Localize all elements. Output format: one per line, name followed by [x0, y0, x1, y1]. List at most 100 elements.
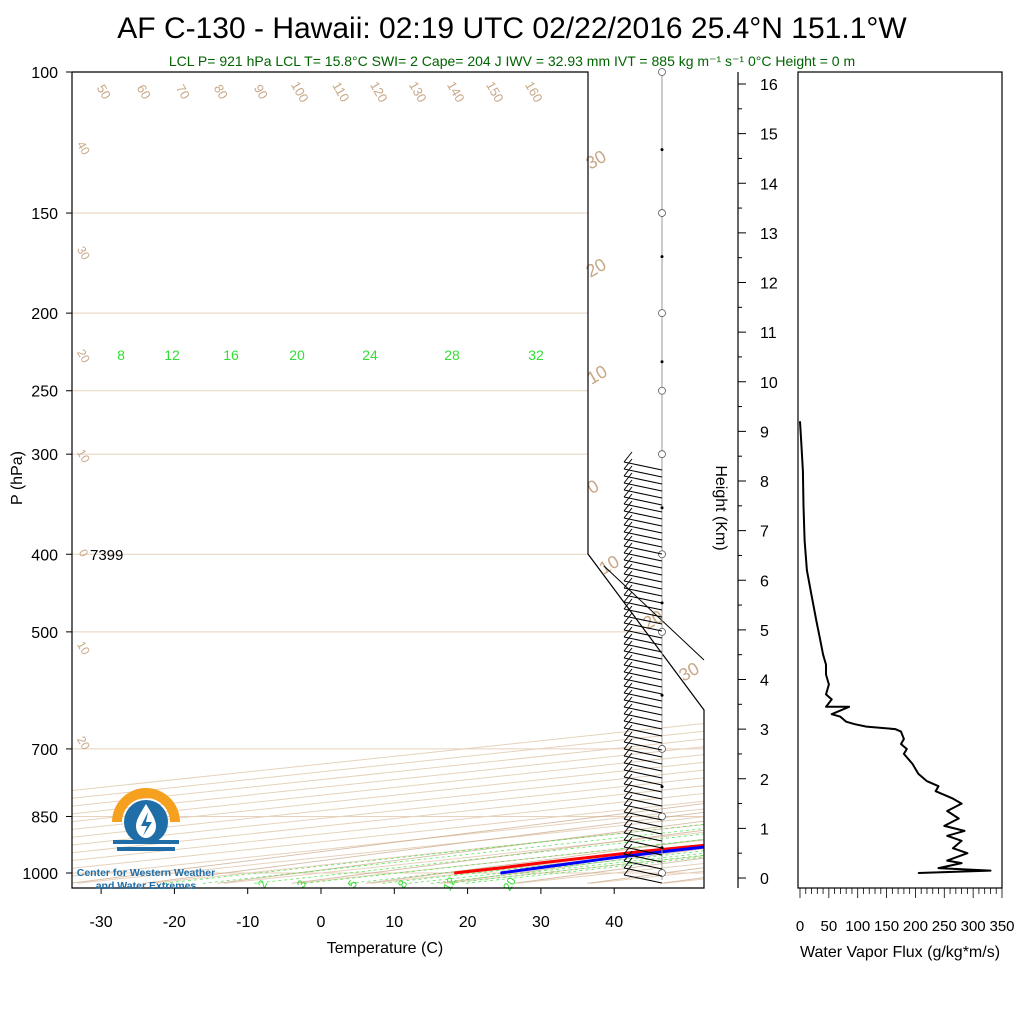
- wind-barb-flag: [623, 682, 633, 694]
- wind-barb-37: [623, 710, 663, 730]
- wind-barb-14: [623, 549, 663, 569]
- wind-barb-flag: [623, 843, 633, 855]
- wind-barb-flag: [623, 479, 633, 491]
- wind-barb-flag: [623, 675, 633, 687]
- wvf-point-2: [937, 867, 940, 869]
- ytick-label-1000: 1000: [22, 866, 58, 883]
- wvf-point-3: [961, 862, 963, 864]
- isotherm--50: [72, 72, 704, 884]
- isotherm--30: [72, 72, 704, 884]
- wind-barb-staff: [623, 734, 663, 744]
- point-temperature-0: [453, 872, 455, 874]
- xtick-label--30: -30: [90, 914, 113, 931]
- wind-level-dot-780: [660, 785, 664, 789]
- wind-barb-30: [623, 661, 663, 681]
- dry-adiabat-260: [143, 104, 704, 884]
- wind-barb-staff: [623, 699, 663, 709]
- wvf-frame: [797, 71, 1003, 889]
- ytick-label-700: 700: [31, 742, 58, 759]
- logo-wave-2: [117, 847, 175, 851]
- skewt-xlabel: Temperature (C): [327, 940, 443, 957]
- wind-barb-staff: [623, 706, 663, 716]
- wind-barb-flag: [623, 521, 633, 533]
- wind-barb-4: [623, 479, 663, 499]
- dry-adiabat-340: [735, 105, 1024, 883]
- isotherm-right-label-3: 0: [584, 476, 603, 498]
- wind-barb-45: [623, 766, 663, 786]
- point-temperature-1: [501, 867, 504, 869]
- ytick-label-400: 400: [31, 547, 58, 564]
- wind-barb-staff: [623, 762, 663, 772]
- wind-barb-flag: [623, 815, 633, 827]
- mixing-ratio-3: [202, 361, 704, 884]
- wind-barb-flag: [623, 794, 633, 806]
- wind-barb-staff: [623, 678, 663, 688]
- xtick-label-0: 0: [317, 914, 326, 931]
- mixing-ratio-label-32: 32: [528, 347, 544, 363]
- mixing-ratio-label-16: 16: [223, 347, 239, 363]
- isotherm--70: [72, 72, 704, 884]
- wind-barb-staff: [623, 650, 663, 660]
- wind-barb-flag: [623, 612, 633, 624]
- ytick-label-250: 250: [31, 384, 58, 401]
- point-dew-point-3: [664, 850, 666, 853]
- wind-barb-56: [623, 843, 663, 863]
- wind-barb-27: [623, 640, 663, 660]
- wind-barb-1: [623, 458, 663, 478]
- wvf-point-23: [903, 738, 905, 740]
- wind-barb-46: [623, 773, 663, 793]
- wind-barb-staff: [623, 657, 663, 667]
- xtick-label--20: -20: [163, 914, 186, 931]
- wind-barb-flag: [623, 591, 633, 603]
- wvf-point-43: [804, 539, 806, 542]
- wind-barb-flag: [623, 710, 633, 722]
- isotherm-right-label-6: 30: [675, 658, 702, 685]
- mixing-ratio-32: [466, 361, 704, 884]
- wind-barb-staff: [623, 671, 663, 681]
- wind-barb-26: [623, 633, 663, 653]
- wind-barb-flag: [623, 822, 633, 834]
- wind-barb-staff: [623, 573, 663, 583]
- wind-barb-flag: [623, 738, 633, 750]
- wind-barb-48: [623, 787, 663, 807]
- wind-barb-staff: [623, 685, 663, 695]
- wind-barb-flag: [623, 507, 633, 519]
- isotherm--100: [72, 72, 704, 884]
- wvf-series: [799, 420, 992, 874]
- wind-barb-flag: [623, 857, 633, 869]
- wvf-point-1: [989, 870, 992, 872]
- logo-wave-1: [113, 840, 179, 844]
- wind-barb-flag: [623, 773, 633, 785]
- wind-barb-39: [623, 724, 663, 744]
- height-tick-label-6: 6: [760, 573, 769, 590]
- water-vapor-flux-plot: 0 50 100 150 200 250 300 350 Water Vapor Flux (…: [796, 71, 1015, 961]
- wind-barb-flag: [623, 528, 633, 540]
- wind-level-circle-250: [658, 386, 666, 395]
- cw3e-logo: Center for Western Weather and Water Ext…: [77, 788, 215, 892]
- dry-adiabat-320: [587, 104, 704, 884]
- wind-barb-staff: [623, 874, 663, 884]
- wind-barb-staff: [623, 839, 663, 849]
- wind-barb-flag: [623, 647, 633, 659]
- wind-barb-staff: [623, 790, 663, 800]
- isotherm--90: [72, 72, 704, 884]
- wvf-tick-label-150: 150: [874, 918, 899, 935]
- height-tick-label-9: 9: [760, 424, 769, 441]
- wind-barb-staff: [623, 741, 663, 751]
- dry-adiabat-label-70: 70: [173, 82, 193, 102]
- dry-adiabat-label-90: 90: [251, 82, 271, 102]
- wind-barb-staff: [623, 517, 663, 527]
- wvf-point-16: [937, 785, 940, 787]
- mixing-ratio-label-8: 8: [117, 347, 125, 363]
- wvf-point-11: [958, 817, 960, 820]
- wind-barb-11: [623, 528, 663, 548]
- wind-barb-28: [623, 647, 663, 667]
- wind-barb-flag: [623, 689, 633, 701]
- point-dew-point-6: [871, 828, 872, 829]
- wind-barb-flag: [623, 850, 633, 862]
- point-temperature-8: [947, 820, 948, 821]
- dry-adiabat-370: [957, 105, 1024, 883]
- wind-barb-9: [623, 514, 663, 534]
- isotherm-side-label-4: 0: [76, 547, 92, 560]
